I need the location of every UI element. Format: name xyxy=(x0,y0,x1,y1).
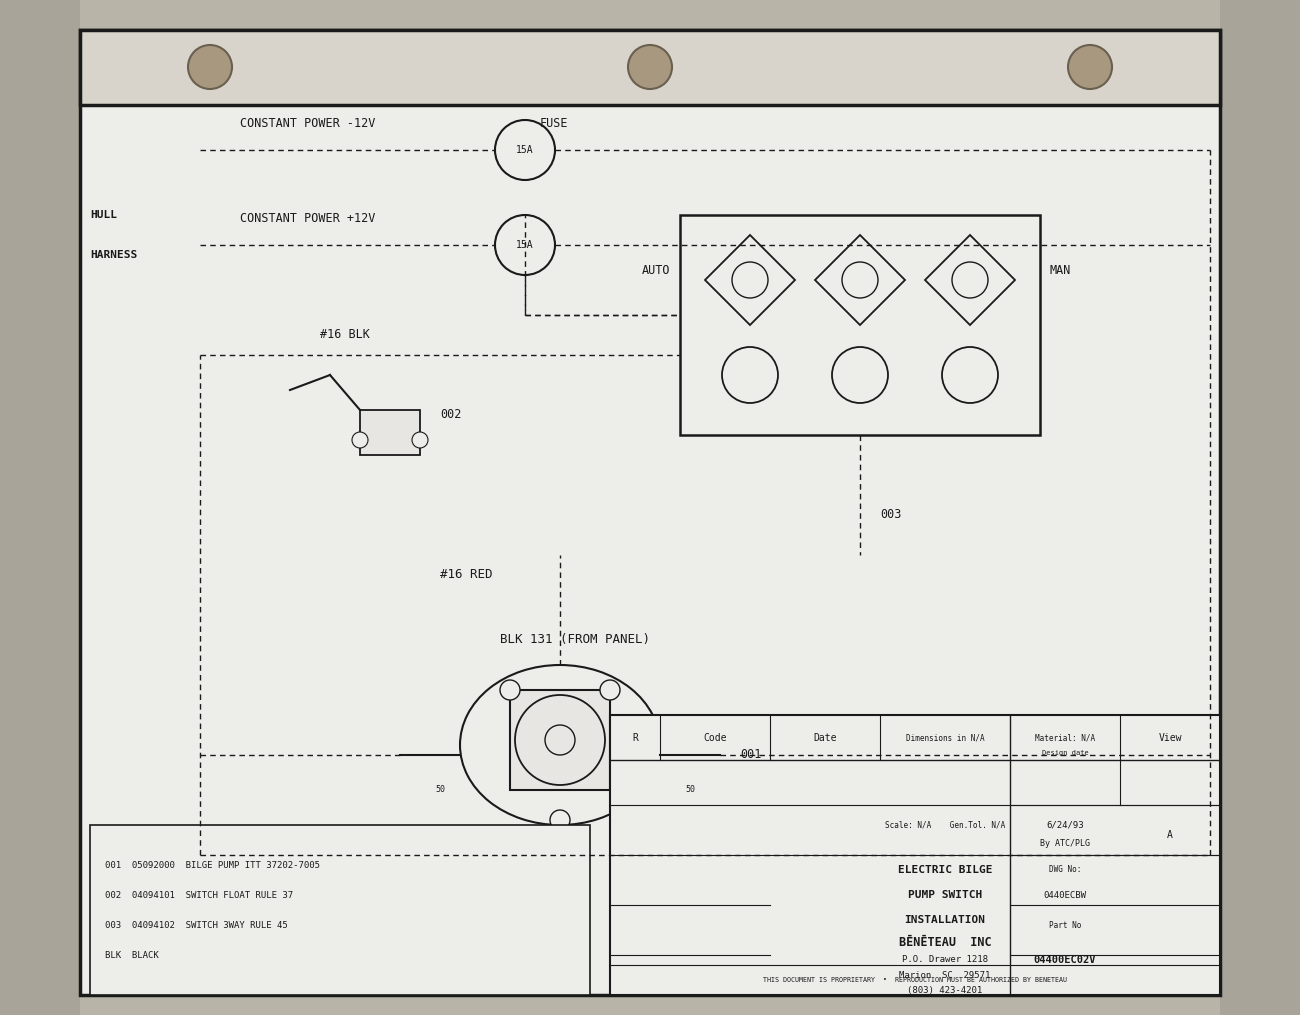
Text: INSTALLATION: INSTALLATION xyxy=(905,915,985,925)
Text: 04400EC02V: 04400EC02V xyxy=(1034,955,1096,965)
Text: Part No: Part No xyxy=(1049,921,1082,930)
Circle shape xyxy=(550,810,569,830)
Text: CONSTANT POWER +12V: CONSTANT POWER +12V xyxy=(240,212,376,225)
Text: A: A xyxy=(1167,830,1173,840)
Text: Dimensions in N/A: Dimensions in N/A xyxy=(906,734,984,743)
Circle shape xyxy=(412,432,428,448)
Circle shape xyxy=(495,215,555,275)
Text: 15A: 15A xyxy=(516,145,534,155)
Text: PUMP SWITCH: PUMP SWITCH xyxy=(907,890,982,900)
Circle shape xyxy=(842,262,878,298)
Bar xyxy=(1219,0,1300,1015)
Text: 50: 50 xyxy=(685,786,696,795)
Bar xyxy=(610,715,1219,995)
Text: THIS DOCUMENT IS PROPRIETARY  •  REPRODUCTION MUST BE AUTHORIZED BY BENETEAU: THIS DOCUMENT IS PROPRIETARY • REPRODUCT… xyxy=(763,977,1067,983)
Text: Material: N/A: Material: N/A xyxy=(1035,734,1095,743)
Bar xyxy=(81,30,1219,105)
Circle shape xyxy=(545,725,575,755)
Text: BĒNĒTEAU  INC: BĒNĒTEAU INC xyxy=(898,937,992,949)
Circle shape xyxy=(1069,45,1112,89)
Text: 003: 003 xyxy=(880,509,901,522)
Polygon shape xyxy=(815,235,905,325)
Text: View: View xyxy=(1158,733,1182,743)
Bar xyxy=(0,0,81,1015)
Text: (803) 423-4201: (803) 423-4201 xyxy=(907,986,983,995)
Text: 50: 50 xyxy=(436,786,445,795)
Bar xyxy=(680,215,1040,435)
Circle shape xyxy=(495,120,555,180)
Circle shape xyxy=(722,347,777,403)
Text: Design date: Design date xyxy=(1041,750,1088,756)
Circle shape xyxy=(352,432,368,448)
Text: 001  05092000  BILGE PUMP ITT 37202-7005: 001 05092000 BILGE PUMP ITT 37202-7005 xyxy=(105,861,320,870)
Text: ELECTRIC BILGE: ELECTRIC BILGE xyxy=(898,865,992,875)
Text: BLK  BLACK: BLK BLACK xyxy=(105,950,159,959)
Text: Scale: N/A    Gen.Tol. N/A: Scale: N/A Gen.Tol. N/A xyxy=(885,820,1005,829)
Text: R: R xyxy=(632,733,638,743)
Circle shape xyxy=(942,347,998,403)
Circle shape xyxy=(188,45,231,89)
Bar xyxy=(360,410,420,455)
Circle shape xyxy=(500,680,520,700)
Text: 15A: 15A xyxy=(516,240,534,250)
Text: FUSE: FUSE xyxy=(540,117,568,130)
Bar xyxy=(81,30,1219,995)
Text: P.O. Drawer 1218: P.O. Drawer 1218 xyxy=(902,955,988,964)
Circle shape xyxy=(601,680,620,700)
Polygon shape xyxy=(705,235,796,325)
Text: 0440ECBW: 0440ECBW xyxy=(1044,890,1087,899)
Circle shape xyxy=(515,695,605,785)
Text: DWG No:: DWG No: xyxy=(1049,866,1082,875)
Text: 002: 002 xyxy=(439,408,462,421)
Text: AUTO: AUTO xyxy=(641,264,670,276)
Text: By ATC/PLG: By ATC/PLG xyxy=(1040,838,1089,848)
Text: MAN: MAN xyxy=(1050,264,1071,276)
Circle shape xyxy=(952,262,988,298)
Text: 003  04094102  SWITCH 3WAY RULE 45: 003 04094102 SWITCH 3WAY RULE 45 xyxy=(105,921,287,930)
Polygon shape xyxy=(926,235,1015,325)
Text: 001: 001 xyxy=(740,748,762,761)
Circle shape xyxy=(732,262,768,298)
Bar xyxy=(510,690,610,790)
Text: Marion  SC  29571: Marion SC 29571 xyxy=(900,970,991,979)
Circle shape xyxy=(832,347,888,403)
Text: Date: Date xyxy=(814,733,837,743)
Text: #16 RED: #16 RED xyxy=(439,568,493,582)
Bar xyxy=(81,30,1219,105)
Text: 002  04094101  SWITCH FLOAT RULE 37: 002 04094101 SWITCH FLOAT RULE 37 xyxy=(105,890,292,899)
Bar xyxy=(90,825,590,995)
Text: Code: Code xyxy=(703,733,727,743)
Circle shape xyxy=(628,45,672,89)
Text: HULL: HULL xyxy=(90,210,117,220)
Text: 6/24/93: 6/24/93 xyxy=(1046,820,1084,829)
Text: CONSTANT POWER -12V: CONSTANT POWER -12V xyxy=(240,117,376,130)
Text: BLK 131 (FROM PANEL): BLK 131 (FROM PANEL) xyxy=(500,633,650,647)
Text: HARNESS: HARNESS xyxy=(90,250,138,260)
Text: #16 BLK: #16 BLK xyxy=(320,329,370,341)
